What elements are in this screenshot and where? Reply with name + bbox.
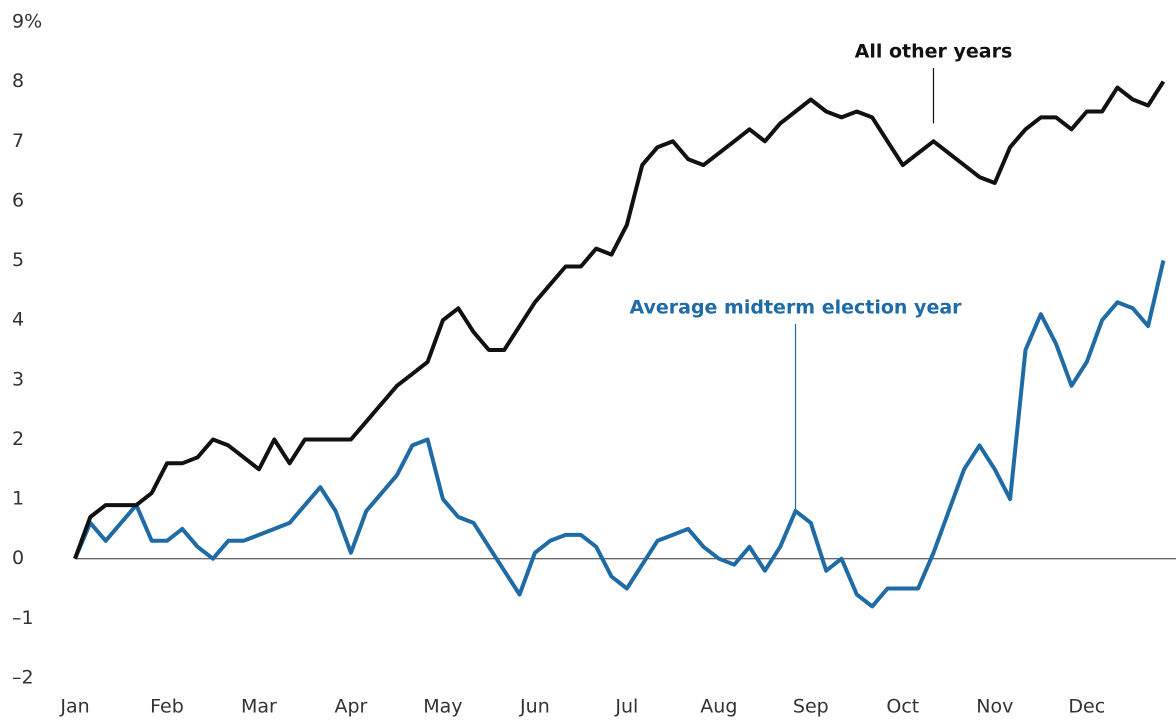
y-tick-label: 0 [12, 547, 24, 569]
y-tick-label: 6 [12, 189, 24, 211]
x-tick-label: Sep [793, 696, 829, 718]
y-tick-label: 3 [12, 368, 24, 390]
x-tick-label: Dec [1068, 696, 1105, 718]
x-tick-label: Jul [614, 696, 638, 718]
x-tick-label: Oct [886, 696, 919, 718]
annotation: All other years [855, 41, 1013, 63]
x-tick-label: Jun [519, 696, 550, 718]
y-tick-label: 5 [12, 249, 24, 271]
y-tick-label: –1 [12, 607, 34, 629]
x-tick-label: Feb [150, 696, 184, 718]
x-tick-label: Jan [59, 696, 89, 718]
series-line [73, 260, 1166, 609]
y-tick-label: 7 [12, 130, 24, 152]
x-tick-label: Apr [335, 696, 368, 718]
y-tick-label: 2 [12, 428, 24, 450]
y-tick-label: 1 [12, 488, 24, 510]
y-tick-label: –2 [12, 667, 34, 689]
series-line [73, 80, 1166, 560]
x-tick-label: Aug [700, 696, 737, 718]
y-tick-label: 9% [12, 11, 42, 33]
y-tick-label: 4 [12, 309, 24, 331]
y-tick-label: 8 [12, 70, 24, 92]
annotation: Average midterm election year [629, 297, 962, 319]
x-tick-label: May [423, 696, 462, 718]
x-tick-label: Mar [241, 696, 277, 718]
x-tick-label: Nov [976, 696, 1013, 718]
